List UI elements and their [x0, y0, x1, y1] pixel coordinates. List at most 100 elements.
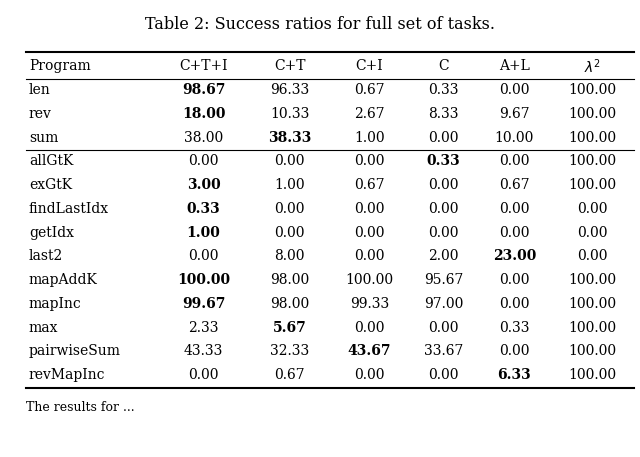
Text: getIdx: getIdx [29, 226, 74, 239]
Text: 100.00: 100.00 [568, 83, 616, 97]
Text: 10.33: 10.33 [270, 107, 310, 121]
Text: 0.00: 0.00 [577, 202, 607, 216]
Text: 0.67: 0.67 [499, 178, 530, 192]
Text: sum: sum [29, 131, 58, 144]
Text: 32.33: 32.33 [270, 345, 310, 358]
Text: 38.33: 38.33 [268, 131, 312, 144]
Text: 0.00: 0.00 [188, 154, 219, 168]
Text: pairwiseSum: pairwiseSum [29, 345, 121, 358]
Text: Table 2: Success ratios for full set of tasks.: Table 2: Success ratios for full set of … [145, 16, 495, 33]
Text: 100.00: 100.00 [568, 321, 616, 335]
Text: 100.00: 100.00 [568, 297, 616, 311]
Text: 100.00: 100.00 [568, 345, 616, 358]
Text: 0.67: 0.67 [354, 178, 385, 192]
Text: 0.33: 0.33 [428, 83, 459, 97]
Text: 43.33: 43.33 [184, 345, 223, 358]
Text: rev: rev [29, 107, 52, 121]
Text: 100.00: 100.00 [568, 273, 616, 287]
Text: findLastIdx: findLastIdx [29, 202, 109, 216]
Text: C+T: C+T [274, 59, 306, 73]
Text: 98.67: 98.67 [182, 83, 225, 97]
Text: 0.00: 0.00 [354, 202, 385, 216]
Text: 10.00: 10.00 [495, 131, 534, 144]
Text: 38.00: 38.00 [184, 131, 223, 144]
Text: 99.33: 99.33 [349, 297, 389, 311]
Text: 2.33: 2.33 [188, 321, 219, 335]
Text: 100.00: 100.00 [568, 178, 616, 192]
Text: 0.00: 0.00 [428, 321, 459, 335]
Text: 100.00: 100.00 [568, 131, 616, 144]
Text: 97.00: 97.00 [424, 297, 463, 311]
Text: 99.67: 99.67 [182, 297, 225, 311]
Text: 0.00: 0.00 [499, 297, 530, 311]
Text: C+T+I: C+T+I [179, 59, 228, 73]
Text: 9.67: 9.67 [499, 107, 530, 121]
Text: allGtK: allGtK [29, 154, 73, 168]
Text: 0.00: 0.00 [354, 154, 385, 168]
Text: 0.67: 0.67 [275, 368, 305, 382]
Text: A+L: A+L [499, 59, 530, 73]
Text: 6.33: 6.33 [497, 368, 531, 382]
Text: 98.00: 98.00 [270, 273, 310, 287]
Text: 8.00: 8.00 [275, 250, 305, 263]
Text: 95.67: 95.67 [424, 273, 463, 287]
Text: 3.00: 3.00 [187, 178, 220, 192]
Text: 43.67: 43.67 [348, 345, 391, 358]
Text: 23.00: 23.00 [493, 250, 536, 263]
Text: 98.00: 98.00 [270, 297, 310, 311]
Text: C: C [438, 59, 449, 73]
Text: 0.33: 0.33 [187, 202, 220, 216]
Text: 0.00: 0.00 [499, 83, 530, 97]
Text: 33.67: 33.67 [424, 345, 463, 358]
Text: len: len [29, 83, 51, 97]
Text: 0.00: 0.00 [577, 226, 607, 239]
Text: 0.00: 0.00 [499, 202, 530, 216]
Text: 100.00: 100.00 [568, 368, 616, 382]
Text: 0.00: 0.00 [275, 154, 305, 168]
Text: 100.00: 100.00 [177, 273, 230, 287]
Text: 2.00: 2.00 [428, 250, 459, 263]
Text: 100.00: 100.00 [345, 273, 394, 287]
Text: 2.67: 2.67 [354, 107, 385, 121]
Text: 0.00: 0.00 [499, 273, 530, 287]
Text: 0.00: 0.00 [499, 345, 530, 358]
Text: mapAddK: mapAddK [29, 273, 98, 287]
Text: 5.67: 5.67 [273, 321, 307, 335]
Text: 18.00: 18.00 [182, 107, 225, 121]
Text: max: max [29, 321, 58, 335]
Text: last2: last2 [29, 250, 63, 263]
Text: 0.00: 0.00 [188, 368, 219, 382]
Text: The results for ...: The results for ... [26, 401, 134, 414]
Text: Program: Program [29, 59, 90, 73]
Text: 8.33: 8.33 [428, 107, 459, 121]
Text: $\lambda^2$: $\lambda^2$ [584, 57, 601, 75]
Text: 0.00: 0.00 [354, 250, 385, 263]
Text: 0.00: 0.00 [354, 226, 385, 239]
Text: 100.00: 100.00 [568, 107, 616, 121]
Text: revMapInc: revMapInc [29, 368, 106, 382]
Text: 1.00: 1.00 [187, 226, 220, 239]
Text: mapInc: mapInc [29, 297, 81, 311]
Text: 0.00: 0.00 [275, 202, 305, 216]
Text: 0.00: 0.00 [428, 226, 459, 239]
Text: C+I: C+I [355, 59, 383, 73]
Text: 0.33: 0.33 [499, 321, 530, 335]
Text: 0.00: 0.00 [577, 250, 607, 263]
Text: 0.00: 0.00 [499, 154, 530, 168]
Text: 0.00: 0.00 [354, 321, 385, 335]
Text: 96.33: 96.33 [270, 83, 310, 97]
Text: 1.00: 1.00 [275, 178, 305, 192]
Text: 0.00: 0.00 [499, 226, 530, 239]
Text: exGtK: exGtK [29, 178, 72, 192]
Text: 0.00: 0.00 [428, 202, 459, 216]
Text: 1.00: 1.00 [354, 131, 385, 144]
Text: 0.33: 0.33 [427, 154, 460, 168]
Text: 0.00: 0.00 [428, 368, 459, 382]
Text: 0.00: 0.00 [428, 178, 459, 192]
Text: 100.00: 100.00 [568, 154, 616, 168]
Text: 0.00: 0.00 [354, 368, 385, 382]
Text: 0.00: 0.00 [275, 226, 305, 239]
Text: 0.00: 0.00 [188, 250, 219, 263]
Text: 0.00: 0.00 [428, 131, 459, 144]
Text: 0.67: 0.67 [354, 83, 385, 97]
